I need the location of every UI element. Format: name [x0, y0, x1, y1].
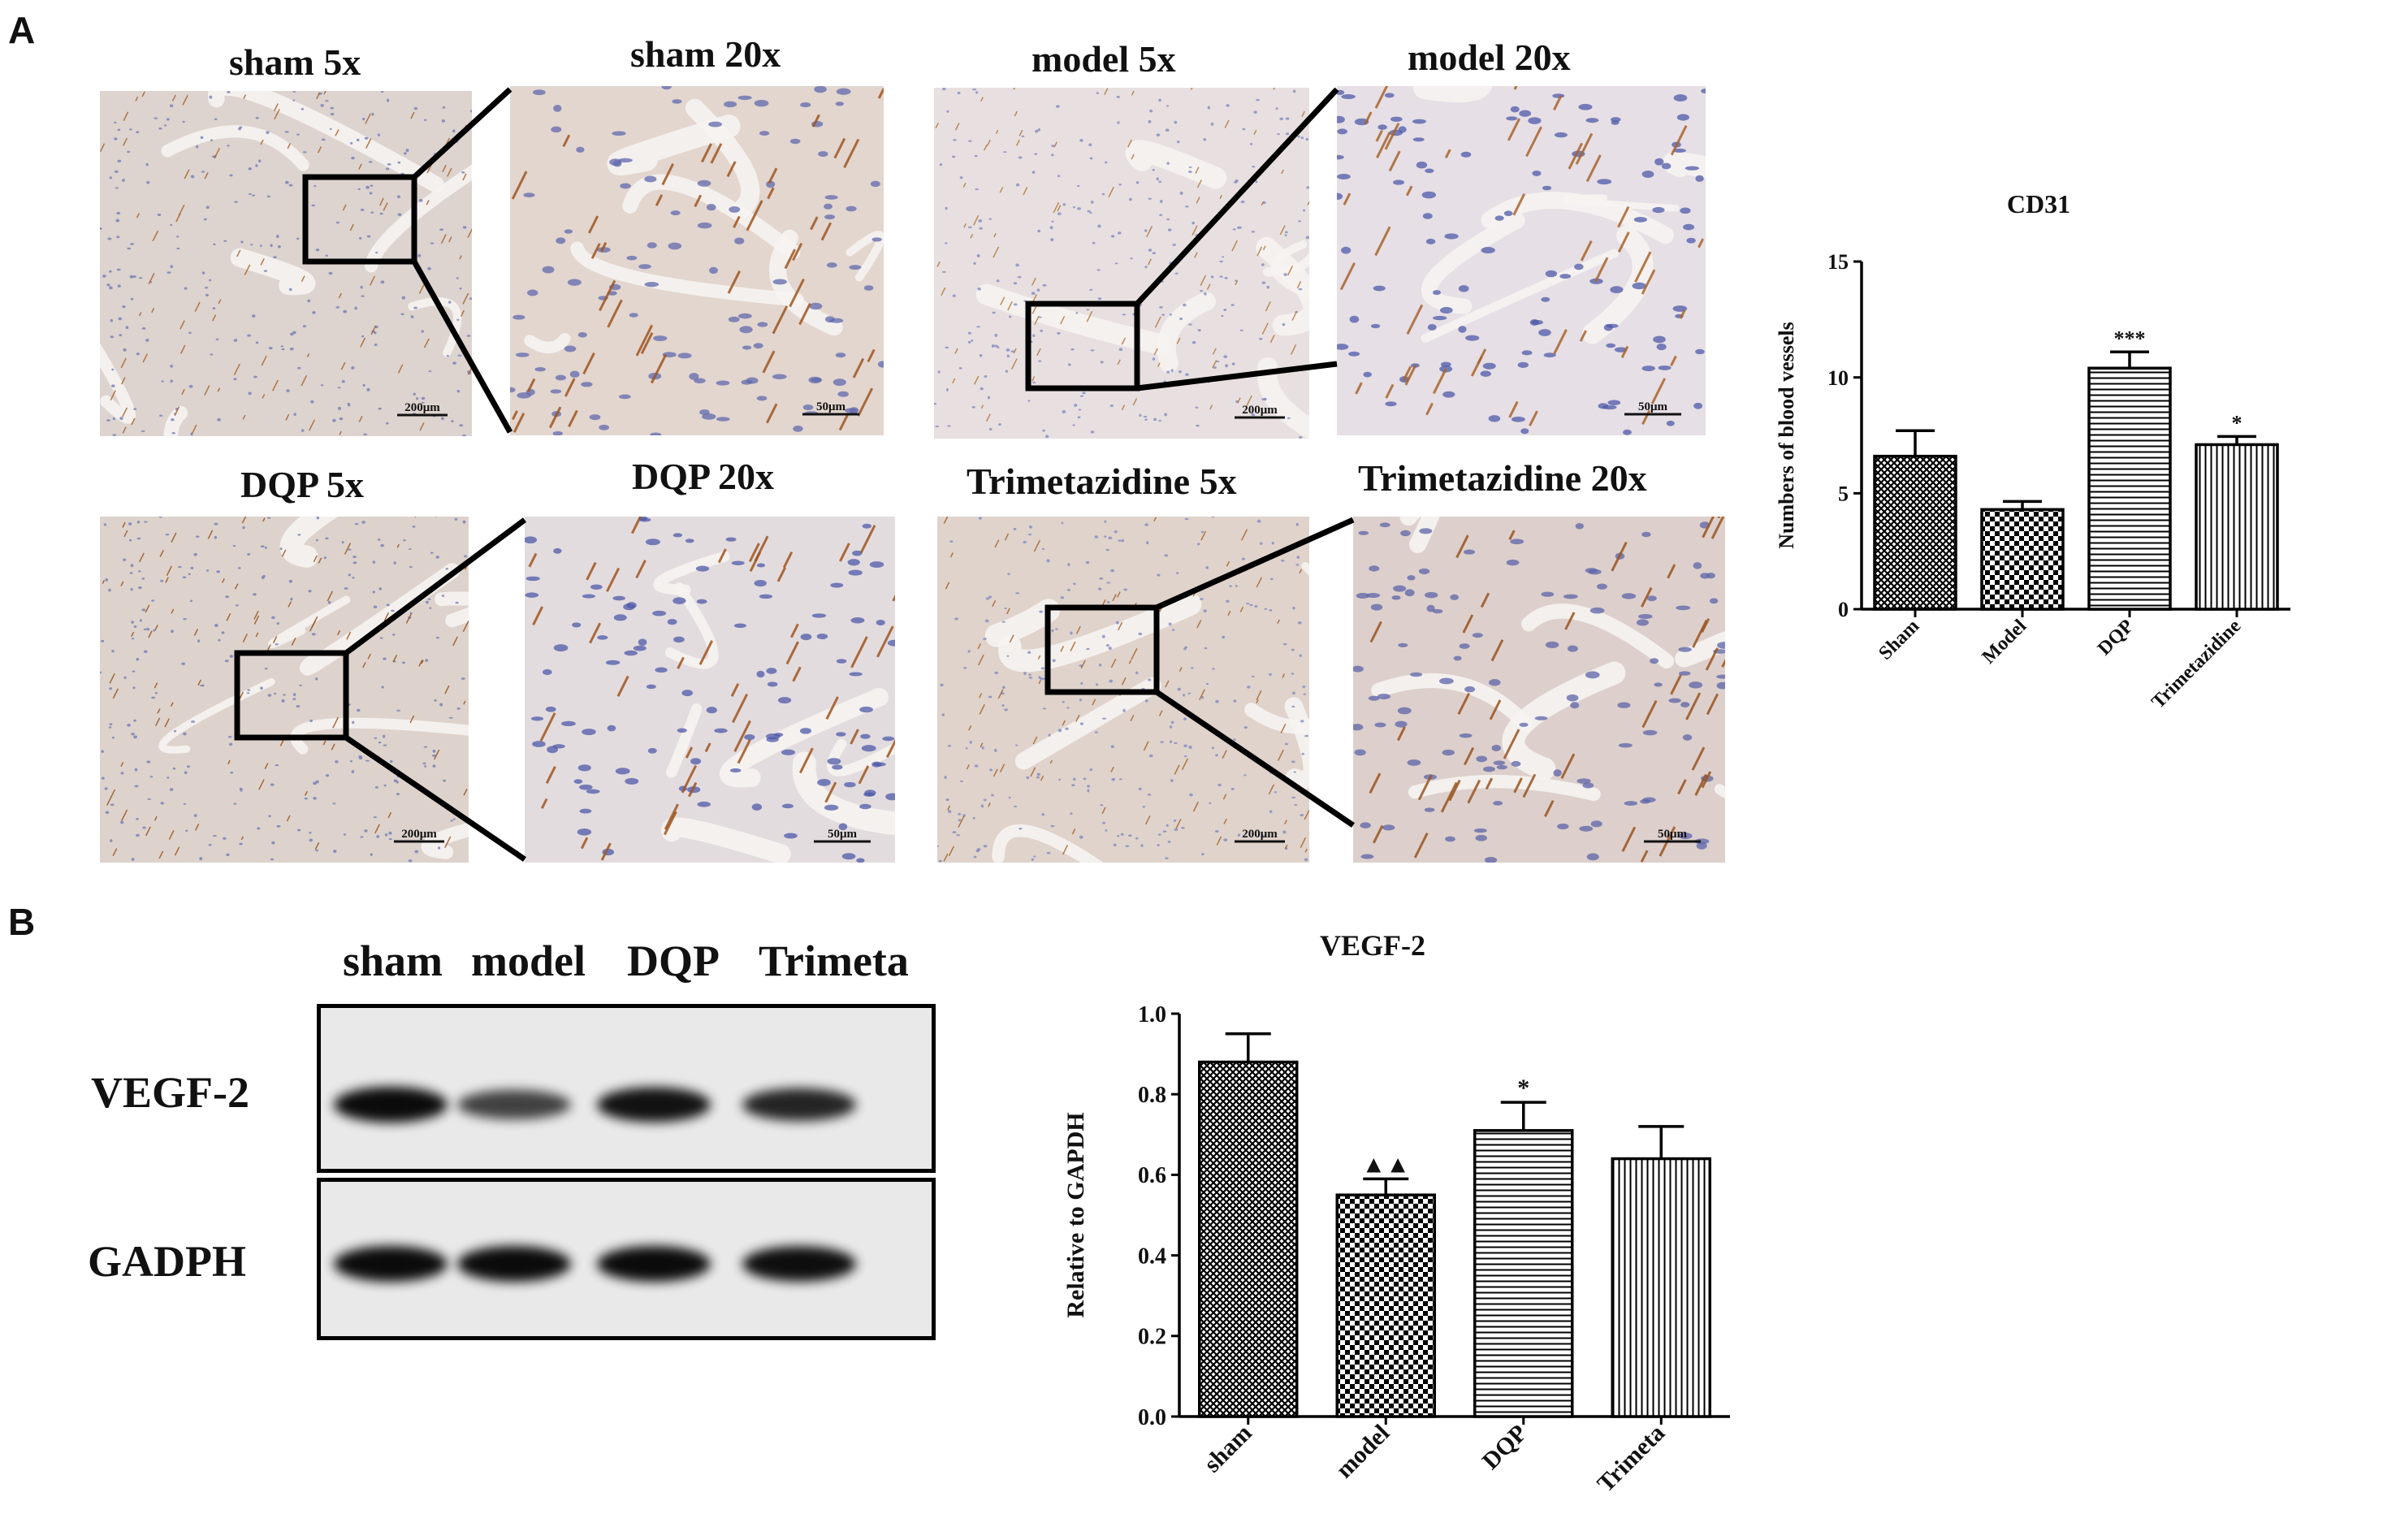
significance-marker: *: [2232, 411, 2242, 435]
micrograph-image: 200μm: [100, 91, 472, 436]
y-tick-label: 0.2: [1138, 1325, 1166, 1350]
x-tick-label: sham: [1199, 1420, 1257, 1478]
lane-label: sham: [343, 937, 443, 985]
vegf2-chart: VEGF-2 Relative to GAPDH 0.0 0.2 0.4 0.6 0.8 1.…: [1062, 929, 1730, 1498]
significance-marker: ***: [2114, 327, 2146, 350]
chart-title: VEGF-2: [1320, 929, 1425, 962]
micrograph-image: 200μm: [100, 517, 469, 863]
x-tick-label: Trimetazidine: [2147, 616, 2245, 713]
bar: [1980, 508, 2065, 611]
micrograph-label: model 5x: [1031, 38, 1176, 80]
micrograph-label: DQP 20x: [632, 456, 775, 497]
micrograph-label: DQP 5x: [240, 464, 365, 505]
blot-vegf2: [317, 1004, 936, 1173]
micrograph-image: 50μm: [525, 517, 895, 863]
scale-bar-label: 200μm: [1242, 404, 1278, 417]
blot-band: [742, 1246, 856, 1282]
micrograph-label: Trimetazidine 5x: [967, 461, 1237, 502]
x-tick-label: Model: [1979, 616, 2031, 668]
blot-band: [334, 1246, 448, 1282]
lane-label: DQP: [627, 937, 720, 985]
micrograph-label: Trimetazidine 20x: [1358, 457, 1647, 499]
micrograph-image: 200μm: [937, 517, 1309, 863]
y-tick-label: 0: [1838, 598, 1849, 621]
y-tick-label: 1.0: [1138, 1002, 1166, 1027]
x-tick-label: model: [1330, 1420, 1395, 1484]
micrograph-image: 200μm: [934, 88, 1309, 439]
y-tick-label: 0.6: [1138, 1163, 1166, 1188]
x-tick-label: Trimeta: [1592, 1420, 1670, 1498]
micrograph-label: sham 20x: [630, 33, 781, 75]
chart-title: CD31: [2007, 189, 2070, 218]
micrograph-image: 50μm: [510, 86, 884, 435]
cd31-chart: CD31 Numbers of blood vessels 0 5 10 15 Sham Mo…: [1775, 189, 2290, 713]
micrograph-image: 50μm: [1337, 86, 1706, 435]
bar: [1611, 1157, 1711, 1418]
scale-bar-label: 50μm: [816, 400, 846, 413]
scale-bar-label: 50μm: [828, 828, 858, 841]
bar: [2087, 366, 2172, 611]
x-tick-label: Sham: [1875, 616, 1923, 664]
significance-marker: *: [1517, 1075, 1529, 1101]
bar: [1473, 1129, 1574, 1418]
blot-band: [457, 1246, 571, 1282]
y-axis-label: Numbers of blood vessels: [1775, 322, 1798, 549]
scale-bar-label: 50μm: [1638, 400, 1668, 413]
bar: [1198, 1060, 1299, 1418]
scale-bar-label: 50μm: [1658, 828, 1688, 841]
bar: [1335, 1193, 1436, 1418]
scale-bar-label: 200μm: [1242, 828, 1278, 841]
panel-letter-b: B: [8, 901, 36, 943]
blot-gadph: [317, 1178, 936, 1340]
bar: [2195, 443, 2279, 611]
significance-marker: ▲▲: [1362, 1151, 1410, 1178]
y-tick-label: 10: [1827, 366, 1849, 390]
lane-label: Trimeta: [759, 937, 909, 985]
blot-band: [597, 1246, 711, 1282]
micrograph-image: 50μm: [1353, 517, 1725, 863]
micrograph-label: model 20x: [1408, 37, 1571, 78]
blot-band: [457, 1089, 571, 1120]
x-tick-label: DQP: [1477, 1420, 1533, 1475]
lane-label: model: [471, 937, 586, 985]
y-tick-label: 15: [1827, 250, 1849, 274]
band-label: VEGF-2: [91, 1068, 249, 1117]
micrograph-label: sham 5x: [229, 41, 361, 83]
y-tick-label: 0.4: [1138, 1244, 1166, 1269]
scale-bar-label: 200μm: [401, 828, 437, 841]
bar: [1873, 454, 1957, 611]
blot-band: [334, 1087, 448, 1123]
band-label: GADPH: [88, 1237, 246, 1286]
x-tick-label: DQP: [2094, 616, 2138, 660]
y-tick-label: 0.0: [1138, 1405, 1166, 1430]
y-axis-label: Relative to GAPDH: [1062, 1112, 1089, 1317]
blot-band: [597, 1087, 711, 1123]
scale-bar-label: 200μm: [404, 401, 440, 414]
y-tick-label: 0.8: [1138, 1083, 1166, 1108]
blot-band: [742, 1088, 856, 1122]
y-tick-label: 5: [1838, 482, 1849, 505]
panel-letter-a: A: [8, 9, 36, 51]
